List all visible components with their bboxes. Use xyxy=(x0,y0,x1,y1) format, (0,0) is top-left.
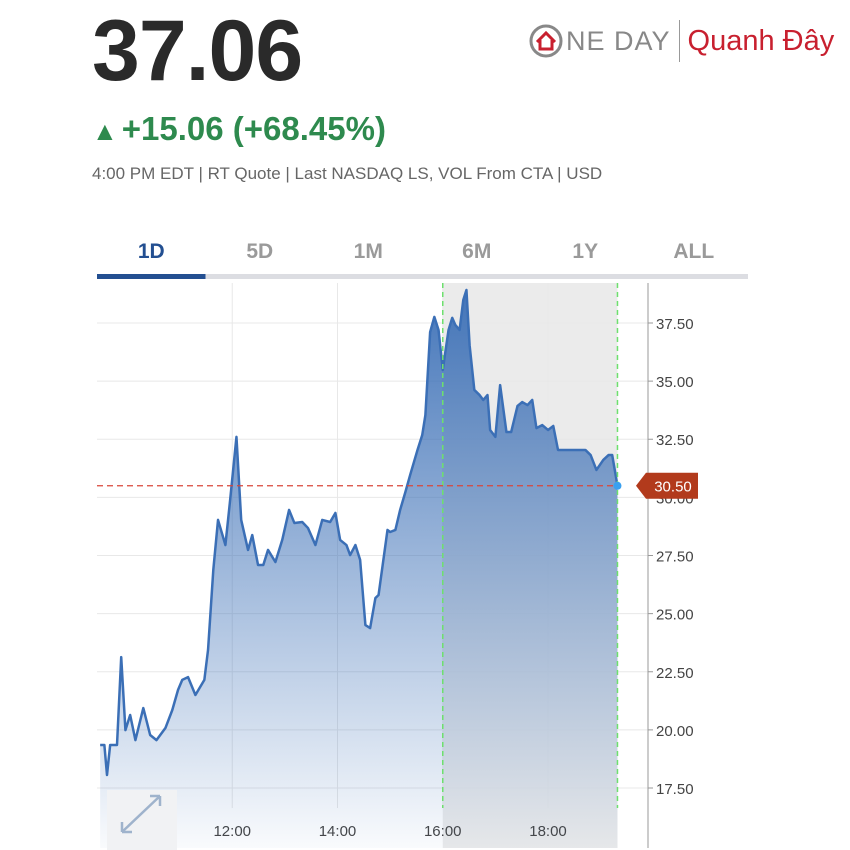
current-price-dot xyxy=(613,481,622,490)
up-arrow: ▲ xyxy=(92,116,118,146)
tab[interactable]: ALL xyxy=(673,240,714,263)
logo-icon xyxy=(529,24,563,58)
watermark: NE DAY Quanh Đây xyxy=(528,18,834,64)
y-tick-label: 37.50 xyxy=(656,316,694,333)
tagline: Quanh Đây xyxy=(687,24,835,57)
tab-bar xyxy=(97,274,748,279)
tab[interactable]: 5D xyxy=(246,240,273,263)
price-change: ▲ +15.06 (+68.45%) xyxy=(92,110,386,148)
tab[interactable]: 1Y xyxy=(572,240,598,263)
y-tick-label: 32.50 xyxy=(656,432,694,449)
y-tick-label: 27.50 xyxy=(656,549,694,566)
price: 37.06 xyxy=(92,3,303,99)
y-tick-label: 17.50 xyxy=(656,781,694,798)
tab[interactable]: 6M xyxy=(462,240,491,263)
current-price-badge xyxy=(636,472,698,499)
area xyxy=(100,289,618,848)
change-text: +15.06 (+68.45%) xyxy=(121,110,386,147)
y-tick-label: 22.50 xyxy=(656,665,694,682)
separator xyxy=(678,20,680,62)
brand: NE DAY xyxy=(566,25,671,56)
price-line xyxy=(100,288,619,777)
current-price-label: 30.50 xyxy=(654,479,692,496)
y-tick-label: 35.00 xyxy=(656,374,694,391)
tab[interactable]: 1D xyxy=(138,240,165,263)
tab[interactable]: 1M xyxy=(354,240,383,263)
tab-indicator xyxy=(97,274,206,279)
y-tick-label: 20.00 xyxy=(656,723,694,740)
expand-button[interactable] xyxy=(107,790,177,850)
quote-info: 4:00 PM EDT | RT Quote | Last NASDAQ LS,… xyxy=(92,164,603,183)
y-tick-label: 25.00 xyxy=(656,607,694,624)
